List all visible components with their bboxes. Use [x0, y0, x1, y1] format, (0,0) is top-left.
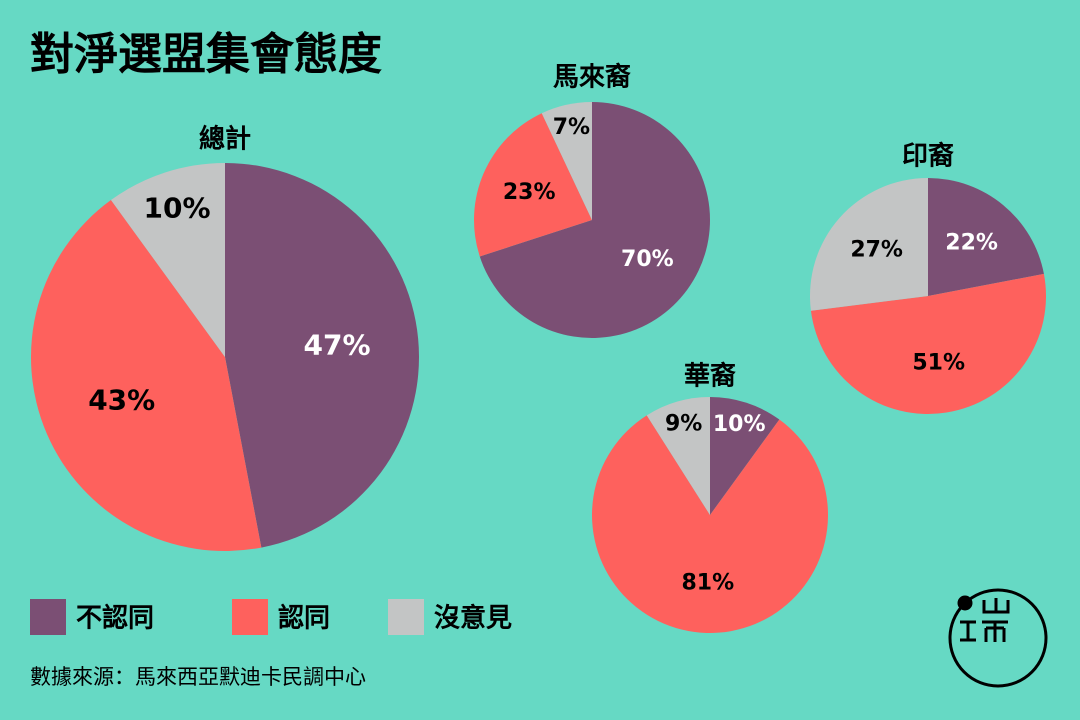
- legend-swatch: [30, 599, 66, 635]
- pie-slice: [928, 178, 1044, 296]
- logo: [948, 588, 1048, 688]
- source-note: 數據來源：馬來西亞默迪卡民調中心: [30, 665, 366, 689]
- slice-label: 70%: [621, 247, 674, 272]
- legend-swatch: [388, 599, 424, 635]
- logo-dot: [957, 595, 973, 611]
- pie-title: 印裔: [902, 141, 954, 172]
- logo-ring: [948, 588, 1048, 688]
- slice-label: 9%: [665, 411, 702, 436]
- logo-mark: [960, 598, 1010, 642]
- pie-title: 馬來裔: [553, 62, 631, 93]
- pie-slice: [646, 397, 710, 515]
- pie-slice: [110, 163, 225, 357]
- pie-slice: [592, 415, 828, 633]
- slice-label: 81%: [682, 570, 735, 595]
- legend-label: 認同: [278, 603, 330, 634]
- chart-title: 對淨選盟集會態度: [30, 29, 382, 80]
- legend-label: 沒意見: [434, 603, 512, 634]
- pie-slice: [810, 273, 1046, 415]
- legend-label: 不認同: [76, 603, 154, 634]
- pie-slice: [225, 163, 419, 548]
- slice-label: 51%: [912, 351, 965, 376]
- pie-slice: [474, 113, 592, 257]
- slice-label: 47%: [304, 328, 371, 361]
- slice-label: 10%: [713, 412, 766, 437]
- slice-label: 23%: [503, 180, 556, 205]
- pie-slice: [541, 102, 592, 220]
- slice-label: 27%: [850, 238, 903, 263]
- pie-slice: [31, 200, 262, 551]
- slice-label: 43%: [88, 384, 155, 417]
- pie-slice: [710, 397, 780, 515]
- slice-label: 10%: [144, 191, 211, 224]
- legend-swatch: [232, 599, 268, 635]
- slice-label: 7%: [553, 115, 590, 140]
- slice-label: 22%: [945, 230, 998, 255]
- pie-slice: [479, 102, 710, 338]
- pie-slice: [810, 178, 928, 311]
- pie-title: 總計: [199, 124, 251, 155]
- pie-title: 華裔: [684, 361, 736, 392]
